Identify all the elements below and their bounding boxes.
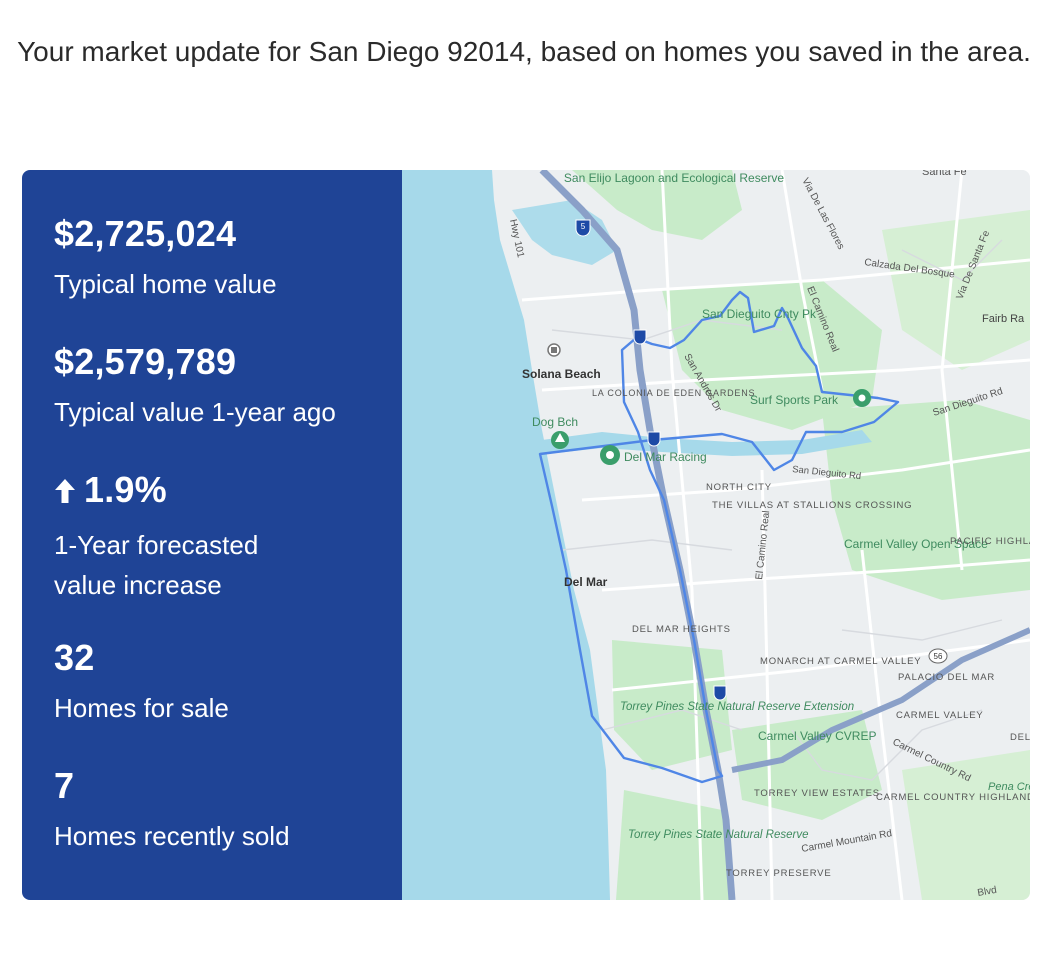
area-map[interactable]: 5 56 bbox=[402, 170, 1030, 900]
label-del-mar-heights: DEL MAR HEIGHTS bbox=[632, 624, 731, 635]
stat-homes-recently-sold: 7 Homes recently sold bbox=[54, 764, 290, 856]
label-blvd: Blvd bbox=[977, 885, 998, 899]
page-headline: Your market update for San Diego 92014, … bbox=[17, 36, 1031, 67]
label-la-colonia: LA COLONIA DE EDEN GARDENS bbox=[592, 388, 755, 398]
label-villas: THE VILLAS AT STALLIONS CROSSING bbox=[712, 500, 912, 511]
stat-value: 7 bbox=[54, 765, 75, 806]
label-palacio: PALACIO DEL MAR bbox=[898, 672, 995, 683]
park-area bbox=[822, 400, 1030, 600]
interstate-5-shield bbox=[633, 329, 647, 345]
freeway-56 bbox=[731, 627, 1030, 773]
ocean bbox=[402, 170, 610, 900]
stat-value: 1.9% bbox=[84, 469, 167, 510]
stat-label: Typical value 1-year ago bbox=[54, 397, 336, 427]
zip-boundary bbox=[538, 290, 900, 784]
label-torrey-preserve: TORREY PRESERVE bbox=[726, 868, 831, 879]
label-del-mar: Del Mar bbox=[564, 575, 608, 589]
label-fairbanks: Fairb Ra bbox=[982, 313, 1025, 325]
label-surf-sports-park: Surf Sports Park bbox=[750, 393, 839, 407]
stats-panel: $2,725,024 Typical home value $2,579,789… bbox=[22, 170, 402, 900]
interstate-5-shield: 5 bbox=[575, 219, 591, 237]
poi-pin-icon[interactable] bbox=[551, 431, 569, 449]
label-solana-beach: Solana Beach bbox=[522, 367, 601, 381]
label-monarch: MONARCH AT CARMEL VALLEY bbox=[760, 656, 921, 667]
stat-homes-for-sale: 32 Homes for sale bbox=[54, 636, 229, 728]
park-area bbox=[882, 210, 1030, 370]
up-arrow-icon bbox=[54, 471, 76, 515]
stat-value: 32 bbox=[54, 637, 95, 678]
label-carmel-cvrep: Carmel Valley CVREP bbox=[758, 729, 876, 743]
streets bbox=[521, 170, 1030, 900]
label-san-dieguito-park: San Dieguito Cnty Pk bbox=[702, 307, 817, 321]
label-dog-beach: Dog Bch bbox=[532, 415, 578, 429]
stat-label: Homes for sale bbox=[54, 693, 229, 723]
label-del-mar-racing: Del Mar Racing bbox=[624, 450, 707, 464]
label-carmel-valley: CARMEL VALLEY bbox=[896, 710, 984, 721]
map-canvas: 5 56 bbox=[402, 170, 1030, 900]
park-area bbox=[902, 750, 1030, 900]
poi-pin-icon[interactable] bbox=[547, 343, 561, 357]
label-penasquitos: Pena Creek W bbox=[988, 781, 1030, 793]
label-torrey-pines-extension: Torrey Pines State Natural Reserve Exten… bbox=[620, 701, 854, 713]
park-area bbox=[616, 790, 732, 900]
park-area bbox=[572, 170, 742, 240]
svg-text:56: 56 bbox=[934, 652, 943, 661]
interstate-5-shield bbox=[647, 431, 661, 447]
route-56-shield: 56 bbox=[928, 648, 948, 664]
san-dieguito-river bbox=[542, 430, 872, 456]
stat-forecast: 1.9% 1-Year forecasted value increase bbox=[54, 468, 294, 605]
label-north-city: NORTH CITY bbox=[706, 482, 772, 493]
label-carmel-country-highlands: CARMEL COUNTRY HIGHLANDS bbox=[876, 792, 1030, 803]
label-del-edge: DEL bbox=[1010, 732, 1030, 743]
stat-label: Homes recently sold bbox=[54, 821, 290, 851]
label-santa-fe: Santa Fe bbox=[922, 170, 967, 178]
label-torrey-pines-reserve: Torrey Pines State Natural Reserve bbox=[628, 829, 808, 841]
label-san-elijo: San Elijo Lagoon and Ecological Reserve bbox=[564, 171, 784, 185]
poi-pin-icon[interactable] bbox=[853, 389, 871, 407]
label-carmel-valley-open-space: Carmel Valley Open Space bbox=[844, 537, 988, 551]
stat-value-1-year-ago: $2,579,789 Typical value 1-year ago bbox=[54, 340, 336, 432]
stat-label: Typical home value bbox=[54, 269, 277, 299]
label-torrey-view: TORREY VIEW ESTATES bbox=[754, 788, 880, 799]
minor-roads bbox=[551, 239, 1003, 781]
stat-typical-home-value: $2,725,024 Typical home value bbox=[54, 212, 277, 304]
poi-pin-icon[interactable] bbox=[600, 445, 620, 465]
svg-text:5: 5 bbox=[581, 222, 586, 231]
interstate-5-shield bbox=[713, 685, 727, 701]
market-update-card: $2,725,024 Typical home value $2,579,789… bbox=[22, 170, 1030, 900]
label-pacific-highlands: PACIFIC HIGHLANDS RANCH bbox=[950, 536, 1030, 547]
stat-label: 1-Year forecasted value increase bbox=[54, 530, 259, 600]
stat-value: $2,579,789 bbox=[54, 341, 237, 382]
stat-value: $2,725,024 bbox=[54, 213, 237, 254]
